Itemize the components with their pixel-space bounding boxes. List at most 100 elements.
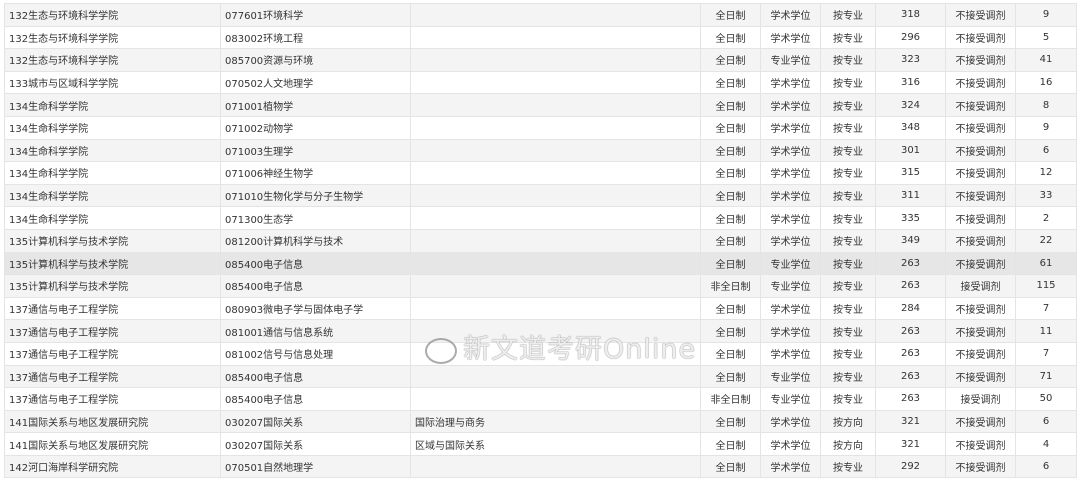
cell-degree-type: 学术学位 xyxy=(760,183,821,208)
cell-degree-type: 专业学位 xyxy=(760,387,821,411)
table-row[interactable]: 141国际关系与地区发展研究院 030207国际关系 区域与国际关系 全日制 学术学位按… xyxy=(4,432,1077,456)
cell-score: 321 xyxy=(875,432,946,456)
table-row[interactable]: 135计算机科学与技术学院 085400电子信息 全日制 专业学位 按专业 263 不接受调… xyxy=(4,251,1077,276)
cell-major: 070502人文地理学 xyxy=(220,70,411,95)
cell-degree-type: 学术学位 xyxy=(760,161,821,185)
cell-admission-basis: 按方向 xyxy=(820,409,876,434)
cell-score: 263 xyxy=(875,251,946,276)
cell-study-mode: 全日制 xyxy=(700,161,761,185)
table-row[interactable]: 134生命科学学院 071001植物学 全日制 学术学位 按专业 324 不接受调剂 8 xyxy=(4,93,1077,117)
cell-adjustment: 不接受调剂 xyxy=(945,183,1016,208)
table-row[interactable]: 134生命科学学院 071010生物化学与分子生物学 全日制 学术学位 按专业 311 不接… xyxy=(4,183,1077,208)
table-row[interactable]: 137通信与电子工程学院 081002信号与信息处理 全日制 学术学位 按专业 263 不接… xyxy=(4,341,1077,366)
cell-study-mode: 全日制 xyxy=(700,93,761,117)
table-row[interactable]: 137通信与电子工程学院 085400电子信息 非全日制 专业学位 按专业 263 接受调剂… xyxy=(4,387,1077,411)
cell-admission-basis: 按专业 xyxy=(820,93,876,117)
cell-adjustment: 接受调剂 xyxy=(945,274,1016,298)
cell-adjustment: 接受调剂 xyxy=(945,387,1016,411)
cell-direction xyxy=(410,206,701,230)
cell-admission-basis: 按专业 xyxy=(820,251,876,276)
cell-direction: 区域与国际关系 xyxy=(410,432,701,456)
cell-college: 135计算机科学与技术学院 xyxy=(4,228,221,253)
cell-adjustment: 不接受调剂 xyxy=(945,319,1016,343)
cell-admission-basis: 按专业 xyxy=(820,115,876,140)
cell-college: 137通信与电子工程学院 xyxy=(4,296,221,321)
cell-admission-basis: 按专业 xyxy=(820,387,876,411)
cell-degree-type: 学术学位 xyxy=(760,319,821,343)
table-row[interactable]: 142河口海岸科学研究院 070501自然地理学 全日制 学术学位 按专业 292 不接受调… xyxy=(4,454,1077,479)
cell-degree-type: 专业学位 xyxy=(760,251,821,276)
cell-admission-basis: 按专业 xyxy=(820,138,876,163)
cell-degree-type: 学术学位 xyxy=(760,25,821,50)
cell-degree-type: 专业学位 xyxy=(760,274,821,298)
table-row[interactable]: 132生态与环境科学学院 083002环境工程 全日制 学术学位 按专业 296 不接受调剂… xyxy=(4,25,1077,50)
table-row[interactable]: 135计算机科学与技术学院 081200计算机科学与技术 全日制 学术学位 按专业 349… xyxy=(4,228,1077,253)
cell-direction xyxy=(410,183,701,208)
cell-study-mode: 全日制 xyxy=(700,138,761,163)
cell-count: 61 xyxy=(1015,251,1077,276)
table-row[interactable]: 134生命科学学院 071006神经生物学 全日制 学术学位 按专业 315 不接受调剂 12 xyxy=(4,161,1077,185)
cell-direction xyxy=(410,319,701,343)
cell-major: 070501自然地理学 xyxy=(220,454,411,479)
table-row[interactable]: 132生态与环境科学学院 077601环境科学 全日制 学术学位 按专业 318 不接受调剂… xyxy=(4,3,1077,27)
cell-college: 132生态与环境科学学院 xyxy=(4,48,221,72)
cell-study-mode: 全日制 xyxy=(700,228,761,253)
cell-count: 2 xyxy=(1015,206,1077,230)
cell-adjustment: 不接受调剂 xyxy=(945,228,1016,253)
table-row[interactable]: 137通信与电子工程学院 085400电子信息 全日制 专业学位 按专业 263 不接受调剂… xyxy=(4,364,1077,389)
cell-adjustment: 不接受调剂 xyxy=(945,161,1016,185)
cell-admission-basis: 按专业 xyxy=(820,274,876,298)
cell-major: 080903微电子学与固体电子学 xyxy=(220,296,411,321)
table-row[interactable]: 132生态与环境科学学院 085700资源与环境 全日制 专业学位 按专业 323 不接受调… xyxy=(4,48,1077,72)
table-row[interactable]: 134生命科学学院 071300生态学 全日制 学术学位 按专业 335 不接受调剂 2 xyxy=(4,206,1077,230)
table-row[interactable]: 137通信与电子工程学院 080903微电子学与固体电子学 全日制 学术学位 按专业 28… xyxy=(4,296,1077,321)
cell-count: 50 xyxy=(1015,387,1077,411)
cell-direction xyxy=(410,25,701,50)
cell-admission-basis: 按方向 xyxy=(820,432,876,456)
cell-major: 085400电子信息 xyxy=(220,364,411,389)
cell-adjustment: 不接受调剂 xyxy=(945,3,1016,27)
table-row[interactable]: 134生命科学学院 071002动物学 全日制 学术学位 按专业 348 不接受调剂 9 xyxy=(4,115,1077,140)
table-row[interactable]: 133城市与区域科学学院 070502人文地理学 全日制 学术学位 按专业 316 不接受调… xyxy=(4,70,1077,95)
cell-college: 134生命科学学院 xyxy=(4,183,221,208)
cell-direction xyxy=(410,341,701,366)
cell-count: 71 xyxy=(1015,364,1077,389)
cell-college: 133城市与区域科学学院 xyxy=(4,70,221,95)
cell-count: 9 xyxy=(1015,3,1077,27)
cell-degree-type: 学术学位 xyxy=(760,432,821,456)
cell-count: 22 xyxy=(1015,228,1077,253)
cell-degree-type: 学术学位 xyxy=(760,70,821,95)
cell-major: 085400电子信息 xyxy=(220,387,411,411)
cell-score: 301 xyxy=(875,138,946,163)
cell-admission-basis: 按专业 xyxy=(820,364,876,389)
cell-direction xyxy=(410,3,701,27)
cell-college: 132生态与环境科学学院 xyxy=(4,3,221,27)
cell-score: 315 xyxy=(875,161,946,185)
cell-admission-basis: 按专业 xyxy=(820,183,876,208)
cell-score: 292 xyxy=(875,454,946,479)
cell-count: 9 xyxy=(1015,115,1077,140)
cell-score: 263 xyxy=(875,319,946,343)
cell-study-mode: 全日制 xyxy=(700,48,761,72)
cell-college: 135计算机科学与技术学院 xyxy=(4,274,221,298)
table-row[interactable]: 141国际关系与地区发展研究院 030207国际关系 国际治理与商务 全日制 学术学位按… xyxy=(4,409,1077,434)
cell-count: 12 xyxy=(1015,161,1077,185)
cell-score: 323 xyxy=(875,48,946,72)
cell-direction xyxy=(410,387,701,411)
cell-admission-basis: 按专业 xyxy=(820,25,876,50)
cell-study-mode: 全日制 xyxy=(700,70,761,95)
cell-direction xyxy=(410,115,701,140)
cell-adjustment: 不接受调剂 xyxy=(945,48,1016,72)
cell-score: 263 xyxy=(875,364,946,389)
table-row[interactable]: 134生命科学学院 071003生理学 全日制 学术学位 按专业 301 不接受调剂 6 xyxy=(4,138,1077,163)
cell-score: 321 xyxy=(875,409,946,434)
cell-count: 6 xyxy=(1015,454,1077,479)
table-row[interactable]: 135计算机科学与技术学院 085400电子信息 非全日制 专业学位 按专业 263 接受调… xyxy=(4,274,1077,298)
cell-major: 085400电子信息 xyxy=(220,251,411,276)
cell-degree-type: 学术学位 xyxy=(760,228,821,253)
admission-table: 132生态与环境科学学院 077601环境科学 全日制 学术学位 按专业 318 不接受调剂… xyxy=(4,3,1077,479)
cell-adjustment: 不接受调剂 xyxy=(945,93,1016,117)
table-row[interactable]: 137通信与电子工程学院 081001通信与信息系统 全日制 学术学位 按专业 263 不接… xyxy=(4,319,1077,343)
cell-score: 263 xyxy=(875,387,946,411)
cell-study-mode: 全日制 xyxy=(700,3,761,27)
